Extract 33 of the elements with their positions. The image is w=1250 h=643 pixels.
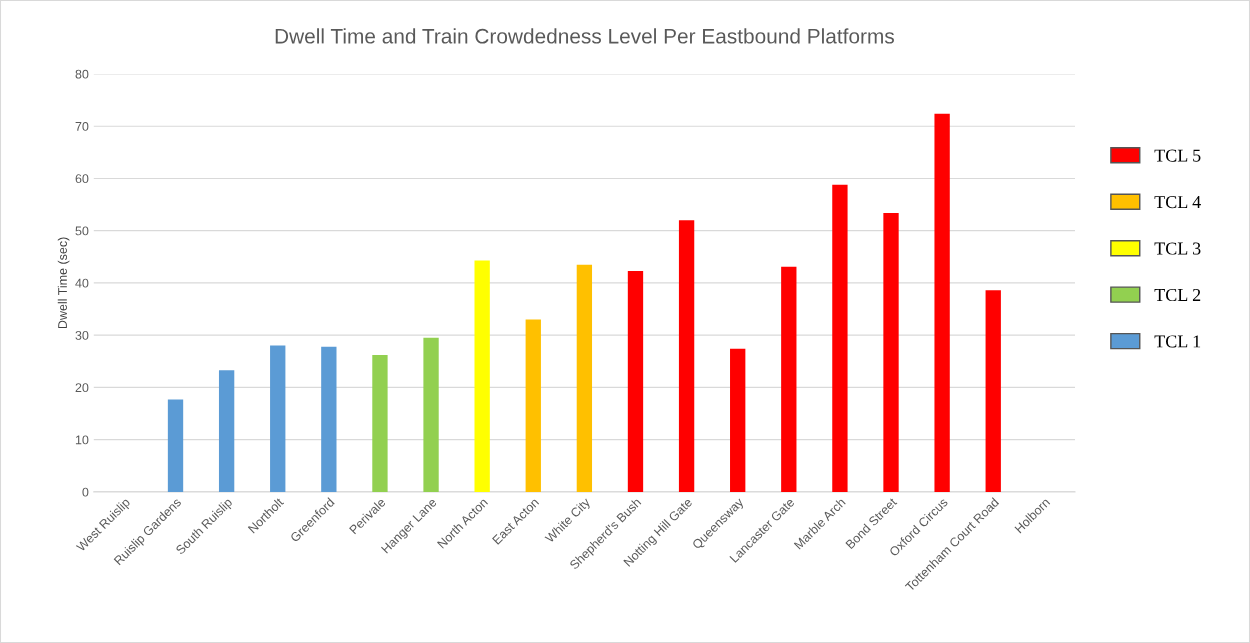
bar bbox=[985, 290, 1001, 492]
legend-label: TCL 5 bbox=[1154, 149, 1201, 162]
bar bbox=[474, 260, 490, 492]
y-tick-label: 40 bbox=[75, 278, 89, 288]
legend-label: TCL 4 bbox=[1154, 196, 1201, 209]
bar bbox=[576, 264, 593, 492]
legend-label: TCL 3 bbox=[1154, 242, 1201, 255]
bar bbox=[167, 399, 184, 492]
bar bbox=[270, 345, 286, 492]
bar bbox=[934, 113, 950, 492]
bar bbox=[218, 370, 235, 492]
bar bbox=[423, 337, 439, 492]
y-tick-label: 60 bbox=[75, 174, 89, 184]
legend-label: TCL 2 bbox=[1154, 288, 1201, 302]
bar bbox=[883, 212, 899, 492]
y-tick-label: 20 bbox=[75, 383, 89, 393]
bar bbox=[678, 220, 695, 492]
y-tick-label: 70 bbox=[75, 121, 89, 131]
bar bbox=[627, 270, 644, 492]
y-axis-title: Dwell Time (sec) bbox=[57, 237, 70, 329]
bar bbox=[832, 184, 848, 492]
y-tick-label: 50 bbox=[75, 226, 89, 236]
legend-label: TCL 1 bbox=[1154, 335, 1201, 348]
bar bbox=[372, 355, 388, 492]
bar bbox=[730, 348, 746, 492]
bar bbox=[781, 266, 797, 492]
bar bbox=[321, 346, 337, 492]
bar bbox=[525, 319, 541, 492]
chart-title: Dwell Time and Train Crowdedness Level Per Eastbound Platforms bbox=[275, 28, 894, 44]
y-tick-label: 10 bbox=[75, 435, 89, 445]
y-tick-label: 30 bbox=[75, 330, 89, 340]
y-tick-label: 0 bbox=[82, 487, 89, 497]
y-tick-label: 80 bbox=[75, 69, 89, 79]
